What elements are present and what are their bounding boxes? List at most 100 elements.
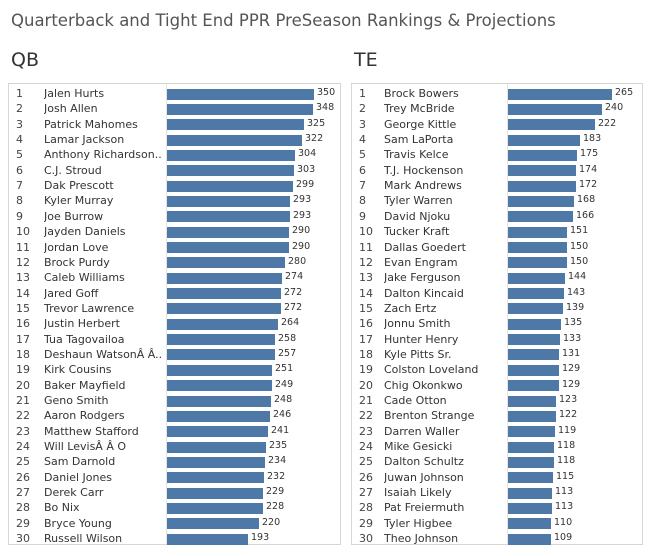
te-bar[interactable] [508,88,612,100]
te-bar[interactable] [508,180,576,192]
te-bar[interactable] [508,533,551,545]
te-rank-label: 12 [359,255,373,269]
qb-value-label: 293 [293,194,312,206]
qb-bar[interactable] [167,334,275,346]
te-value-label: 118 [557,455,576,467]
qb-bar[interactable] [167,88,314,100]
te-rank-label: 7 [359,179,366,193]
te-bar[interactable] [508,426,555,438]
qb-value-label: 350 [317,87,336,98]
te-bar[interactable] [508,334,560,346]
qb-bar[interactable] [167,134,302,146]
qb-player-label: Bryce Young [44,516,112,530]
te-bar[interactable] [508,487,552,499]
qb-bar[interactable] [167,456,265,468]
te-bar[interactable] [508,303,563,315]
qb-bar[interactable] [167,103,313,115]
qb-bar[interactable] [167,195,290,207]
qb-rank-label: 22 [16,409,30,423]
te-bar[interactable] [508,395,556,407]
qb-bar[interactable] [167,349,275,361]
qb-bar[interactable] [167,318,278,330]
qb-bar[interactable] [167,410,270,422]
qb-bar[interactable] [167,364,272,376]
te-rank-label: 4 [359,133,366,147]
qb-value-label: 258 [278,332,297,344]
te-value-label: 150 [570,240,589,252]
qb-value-label: 251 [275,363,294,375]
te-bar[interactable] [508,195,574,207]
te-value-label: 113 [555,501,574,513]
qb-bar[interactable] [167,257,285,269]
te-bar[interactable] [508,257,567,269]
te-bar[interactable] [508,288,564,300]
qb-bar[interactable] [167,380,272,392]
qb-rank-label: 19 [16,363,30,377]
qb-bar[interactable] [167,272,282,284]
qb-bar[interactable] [167,487,263,499]
te-value-label: 183 [583,133,602,145]
te-value-label: 150 [570,255,589,267]
qb-player-label: Matthew Stafford [44,424,139,438]
te-player-label: Juwan Johnson [384,470,464,484]
te-bar[interactable] [508,380,559,392]
qb-value-label: 293 [293,209,312,221]
te-value-label: 172 [579,179,598,191]
qb-bar[interactable] [167,533,248,545]
te-bar[interactable] [508,518,551,530]
qb-bar[interactable] [167,288,281,300]
te-value-label: 110 [554,516,573,528]
te-player-label: Brenton Strange [384,409,475,423]
te-bar[interactable] [508,226,567,238]
te-bar[interactable] [508,349,559,361]
qb-rank-label: 6 [16,163,23,177]
qb-rank-label: 1 [16,87,23,100]
te-bar[interactable] [508,472,553,484]
qb-bar[interactable] [167,180,293,192]
te-rank-label: 28 [359,501,373,515]
qb-bar[interactable] [167,226,289,238]
qb-player-label: Jordan Love [44,240,109,254]
te-bar[interactable] [508,318,561,330]
qb-value-label: 304 [298,148,317,160]
te-bar[interactable] [508,165,576,177]
qb-bar[interactable] [167,242,289,253]
te-player-label: Tyler Warren [384,194,453,208]
te-bar[interactable] [508,103,602,115]
qb-rank-label: 29 [16,516,30,530]
te-value-label: 240 [605,102,624,114]
te-rank-label: 3 [359,117,366,131]
qb-value-label: 229 [266,486,285,498]
qb-bar[interactable] [167,395,271,407]
qb-bar[interactable] [167,149,295,161]
qb-bar[interactable] [167,165,294,177]
qb-bar[interactable] [167,426,268,438]
qb-player-label: Patrick Mahomes [44,117,138,131]
qb-value-label: 246 [273,409,292,421]
qb-bar[interactable] [167,441,266,453]
te-player-label: Kyle Pitts Sr. [384,347,452,361]
qb-rank-label: 11 [16,240,30,254]
te-rank-label: 27 [359,486,373,500]
te-player-label: Theo Johnson [384,532,459,546]
qb-bar[interactable] [167,518,259,530]
te-bar[interactable] [508,149,577,161]
te-bar[interactable] [508,134,580,146]
te-bar[interactable] [508,410,556,422]
te-bar[interactable] [508,441,554,453]
qb-bar[interactable] [167,472,264,484]
qb-bar[interactable] [167,119,304,131]
te-bar[interactable] [508,211,573,223]
qb-bar[interactable] [167,211,290,223]
te-bar[interactable] [508,242,567,253]
te-value-label: 151 [570,225,589,237]
qb-bar[interactable] [167,502,263,514]
qb-value-label: 264 [281,317,300,329]
qb-bar[interactable] [167,303,281,315]
qb-player-label: Deshaun WatsonÂ Â.. [44,347,163,361]
te-bar[interactable] [508,272,565,284]
te-bar[interactable] [508,502,552,514]
te-bar[interactable] [508,364,559,376]
te-bar[interactable] [508,119,595,131]
te-bar[interactable] [508,456,554,468]
